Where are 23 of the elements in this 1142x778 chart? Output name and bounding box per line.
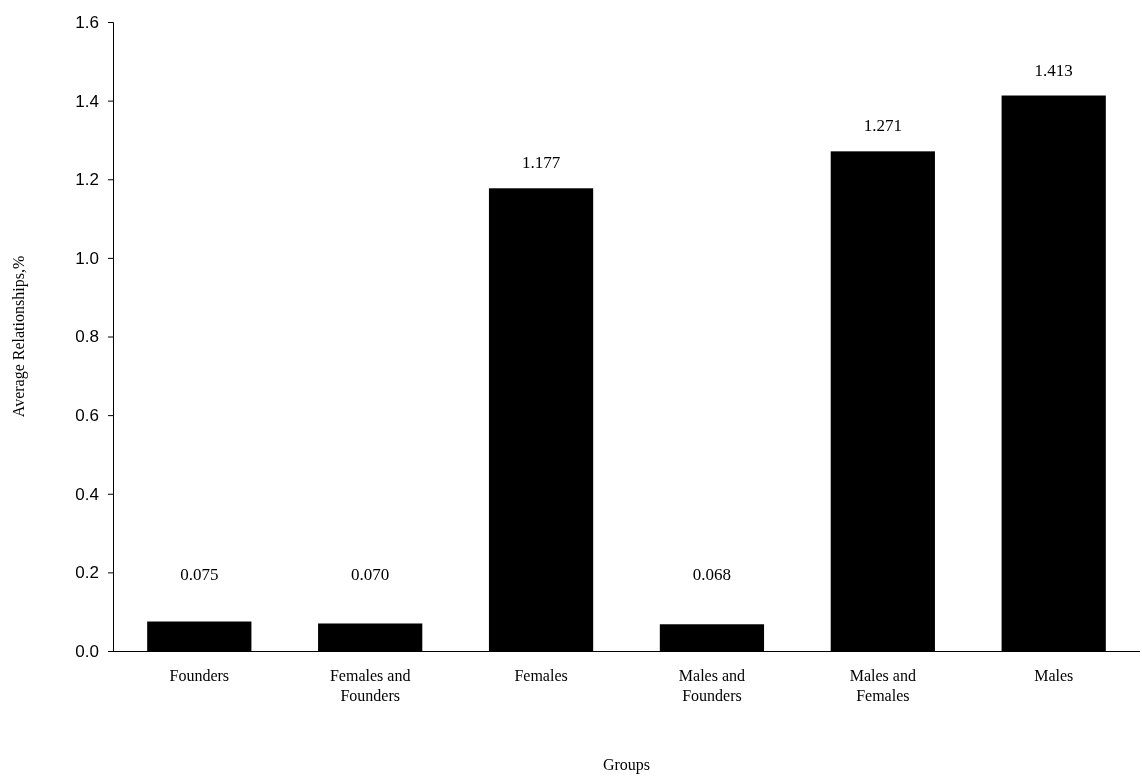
x-tick-label: Females <box>514 667 568 684</box>
y-tick-label: 0.8 <box>75 327 99 347</box>
y-axis-title: Average Relationships,% <box>10 255 28 418</box>
x-axis-title: Groups <box>602 756 651 774</box>
data-label: 0.068 <box>692 564 732 584</box>
x-tick-label: Males and Females <box>849 667 916 704</box>
data-label: 0.070 <box>351 564 390 584</box>
x-tick-label: Males <box>1034 667 1074 684</box>
y-tick-label: 0.0 <box>75 641 99 661</box>
data-label: 0.075 <box>180 564 219 584</box>
x-tick-label: Males and Founders <box>678 667 746 704</box>
data-label: 1.177 <box>521 153 561 173</box>
y-tick-label: 0.4 <box>75 484 99 504</box>
data-label: 1.413 <box>1034 60 1073 80</box>
data-label: 1.271 <box>863 116 902 136</box>
y-tick-label: 1.2 <box>75 170 99 190</box>
x-tick-label: Females and Founders <box>329 667 411 704</box>
y-tick-label: 0.2 <box>75 563 99 583</box>
y-tick-label: 1.6 <box>75 12 99 32</box>
y-tick-label: 0.6 <box>75 406 99 426</box>
y-tick-label: 1.0 <box>75 248 99 268</box>
x-tick-label: Founders <box>169 667 230 684</box>
y-tick-label: 1.4 <box>75 91 99 111</box>
